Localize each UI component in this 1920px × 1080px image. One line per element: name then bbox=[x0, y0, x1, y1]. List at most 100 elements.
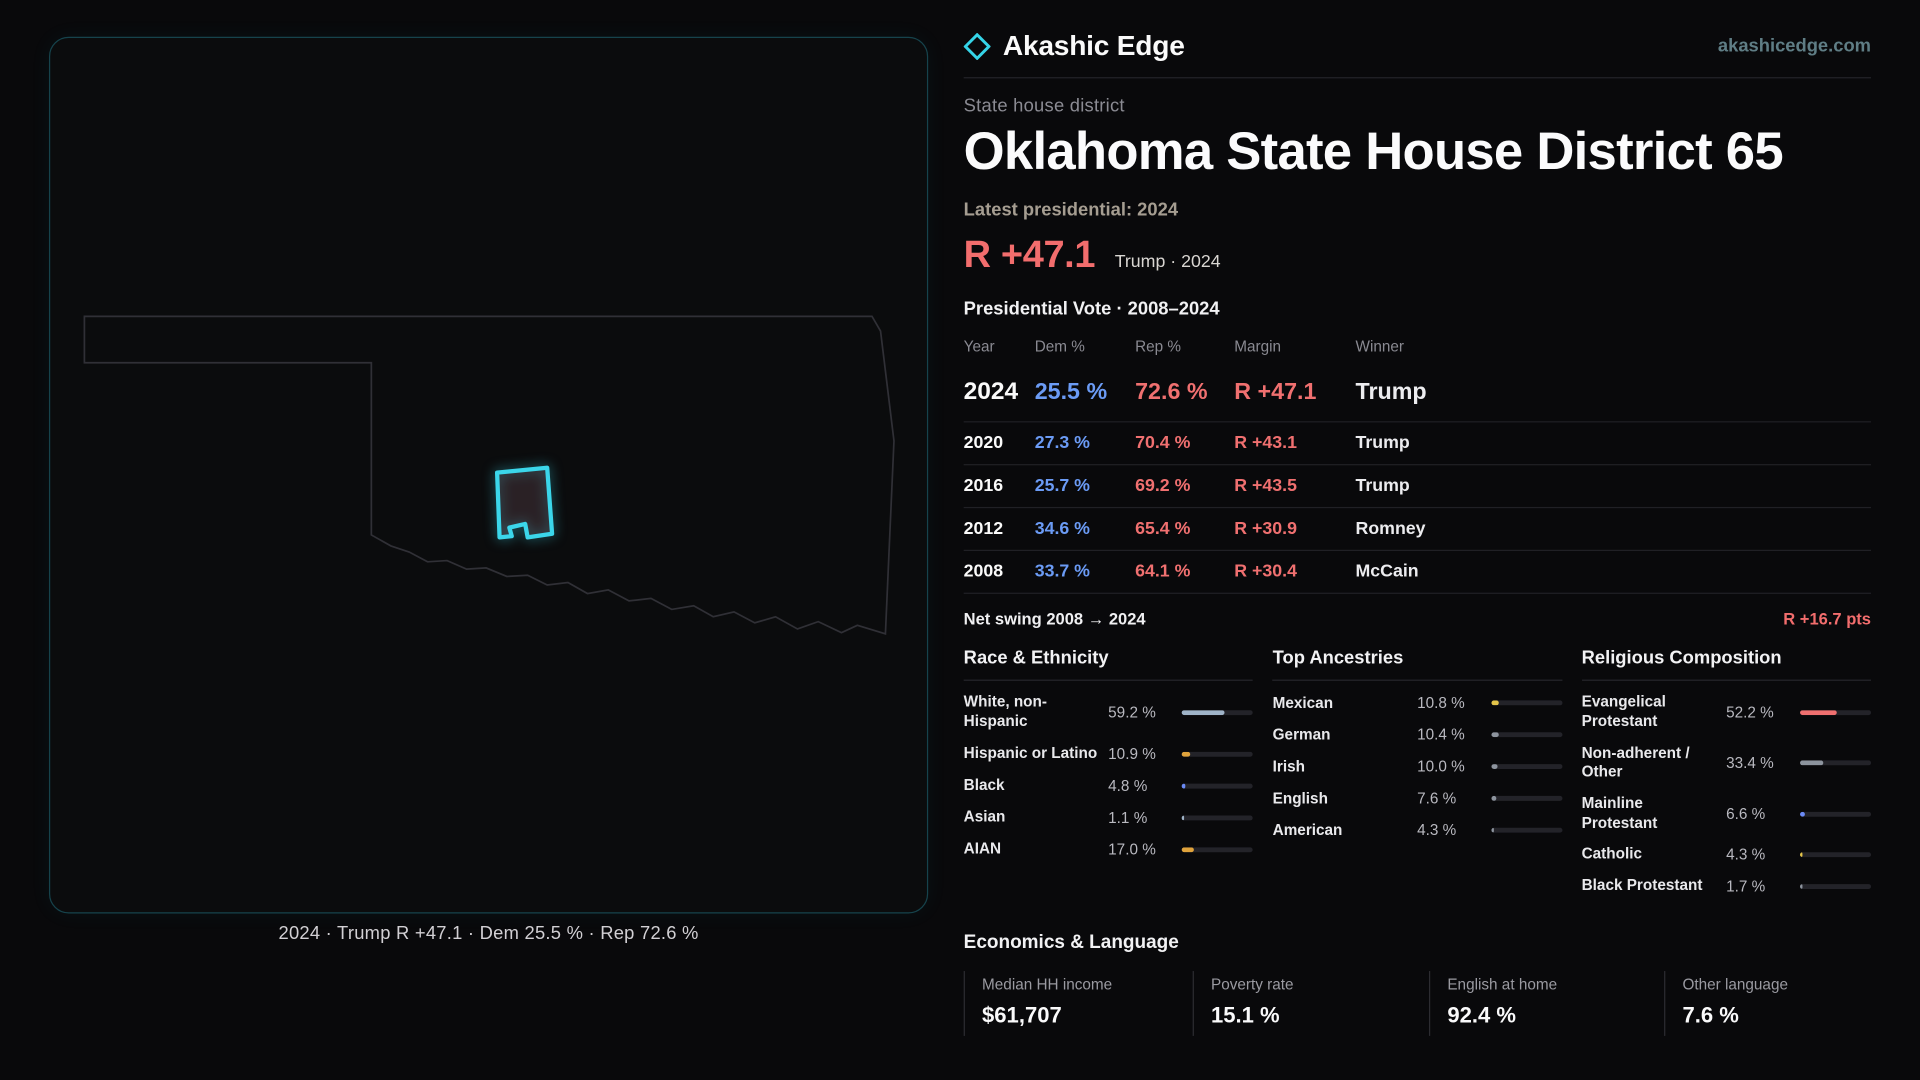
demo-label: Non-adherent / Other bbox=[1581, 744, 1690, 781]
demo-bar-fill bbox=[1182, 710, 1225, 716]
demo-label: Hispanic or Latino bbox=[963, 744, 1098, 762]
stat-value: 15.1 % bbox=[1211, 1003, 1280, 1028]
demo-bar bbox=[1799, 852, 1872, 858]
vote-table-header: Year Dem % Rep % Margin Winner bbox=[964, 330, 1871, 364]
stat-label: Other language bbox=[1682, 976, 1788, 994]
demo-bar-fill bbox=[1799, 710, 1838, 716]
demo-value: 10.9 % bbox=[1108, 745, 1156, 763]
cell-rep: 70.4 % bbox=[1135, 434, 1191, 454]
demo-bar bbox=[1182, 751, 1254, 757]
demo-value: 52.2 % bbox=[1726, 704, 1774, 722]
stat-median-income: Median HH income $61,707 bbox=[963, 971, 1193, 1037]
demo-bar bbox=[1491, 796, 1563, 802]
cell-margin: R +43.1 bbox=[1234, 434, 1297, 454]
net-swing-label: Net swing 2008 → 2024 bbox=[963, 610, 1146, 629]
brand-url-link[interactable]: akashicedge.com bbox=[1717, 35, 1872, 57]
cell-year: 2016 bbox=[963, 476, 1004, 497]
demo-label: Catholic bbox=[1581, 845, 1643, 863]
cell-dem: 33.7 % bbox=[1034, 562, 1090, 583]
district-type-kicker: State house district bbox=[963, 95, 1125, 117]
cell-winner: Trump bbox=[1355, 434, 1410, 454]
stat-label: Poverty rate bbox=[1211, 976, 1294, 994]
demo-item: Black Protestant 1.7 % bbox=[1581, 871, 1872, 903]
demo-value: 1.7 % bbox=[1726, 878, 1766, 896]
demo-item: Asian 1.1 % bbox=[964, 802, 1254, 834]
demo-bar-fill bbox=[1491, 796, 1497, 802]
stat-value: $61,707 bbox=[982, 1003, 1062, 1028]
demo-item: German 10.4 % bbox=[1272, 719, 1563, 751]
demo-value: 33.4 % bbox=[1726, 754, 1774, 772]
demo-value: 4.8 % bbox=[1108, 777, 1148, 795]
vote-table: Year Dem % Rep % Margin Winner 2024 25.5… bbox=[963, 330, 1872, 595]
cell-dem: 25.7 % bbox=[1034, 476, 1090, 497]
religion-column: Religious Composition Evangelical Protes… bbox=[1581, 648, 1872, 903]
demo-label: German bbox=[1272, 725, 1331, 743]
map-caption: 2024 · Trump R +47.1 · Dem 25.5 % · Rep … bbox=[278, 923, 699, 945]
demo-value: 17.0 % bbox=[1108, 840, 1156, 858]
demo-bar-fill bbox=[1491, 700, 1499, 706]
latest-presidential-label: Latest presidential: 2024 bbox=[963, 200, 1179, 221]
demo-item: Evangelical Protestant 52.2 % bbox=[1581, 687, 1872, 738]
cell-year: 2020 bbox=[963, 434, 1004, 454]
demo-bar bbox=[1799, 811, 1872, 817]
demo-label: Black Protestant bbox=[1581, 877, 1703, 895]
demo-bar bbox=[1182, 710, 1254, 716]
margin-value: R +47.1 bbox=[963, 233, 1096, 277]
cell-winner: McCain bbox=[1355, 562, 1419, 583]
demo-label: Mexican bbox=[1272, 693, 1334, 711]
stat-english-at-home: English at home 92.4 % bbox=[1428, 971, 1664, 1037]
cell-dem: 27.3 % bbox=[1034, 434, 1090, 454]
cell-year: 2012 bbox=[963, 519, 1004, 540]
col-margin: Margin bbox=[1234, 338, 1282, 356]
district-65-shape[interactable] bbox=[494, 465, 555, 540]
demo-bar-fill bbox=[1182, 751, 1190, 757]
demo-item: Black 4.8 % bbox=[963, 770, 1254, 802]
demo-item: English 7.6 % bbox=[1272, 783, 1563, 815]
demo-item: Catholic 4.3 % bbox=[1581, 839, 1872, 871]
stat-value: 7.6 % bbox=[1682, 1003, 1739, 1028]
demo-bar-fill bbox=[1799, 811, 1805, 817]
demo-value: 1.1 % bbox=[1108, 809, 1148, 827]
vote-row-2012: 2012 34.6 % 65.4 % R +30.9 Romney bbox=[963, 509, 1872, 552]
demo-label: Black bbox=[963, 776, 1005, 794]
stat-other-language: Other language 7.6 % bbox=[1664, 971, 1871, 1037]
demo-value: 59.2 % bbox=[1108, 704, 1156, 722]
demo-label: Mainline Protestant bbox=[1581, 794, 1658, 831]
economics-title: Economics & Language bbox=[963, 932, 1179, 953]
district-report: Akashic Edge akashicedge.com State house… bbox=[963, 29, 1872, 1080]
stat-label: English at home bbox=[1447, 976, 1558, 994]
religion-title: Religious Composition bbox=[1581, 648, 1872, 682]
cell-margin: R +43.5 bbox=[1234, 476, 1297, 497]
demo-value: 4.3 % bbox=[1726, 846, 1766, 864]
ancestries-column: Top Ancestries Mexican 10.8 % German 10.… bbox=[1272, 648, 1563, 846]
demo-label: English bbox=[1272, 789, 1328, 807]
brand-header: Akashic Edge akashicedge.com bbox=[963, 29, 1872, 62]
cell-rep: 64.1 % bbox=[1135, 562, 1191, 583]
col-winner: Winner bbox=[1355, 338, 1404, 356]
oklahoma-outline bbox=[83, 315, 895, 635]
demo-bar-fill bbox=[1491, 732, 1499, 738]
demo-bar bbox=[1491, 828, 1563, 834]
demo-label: Evangelical Protestant bbox=[1581, 693, 1666, 730]
demo-bar bbox=[1182, 815, 1254, 821]
stat-poverty-rate: Poverty rate 15.1 % bbox=[1192, 971, 1429, 1037]
vote-table-title: Presidential Vote · 2008–2024 bbox=[963, 299, 1220, 321]
demo-label: White, non-Hispanic bbox=[963, 693, 1047, 730]
ancestries-title: Top Ancestries bbox=[1272, 648, 1563, 682]
header-divider bbox=[963, 77, 1872, 79]
demo-item: Mexican 10.8 % bbox=[1272, 687, 1563, 719]
demo-value: 10.0 % bbox=[1417, 758, 1465, 776]
net-swing-row: Net swing 2008 → 2024 R +16.7 pts bbox=[964, 610, 1871, 628]
demo-bar bbox=[1491, 732, 1563, 738]
demo-item: Hispanic or Latino 10.9 % bbox=[963, 738, 1254, 770]
cell-margin: R +30.4 bbox=[1234, 562, 1297, 583]
demo-item: Non-adherent / Other 33.4 % bbox=[1581, 738, 1872, 789]
col-year: Year bbox=[963, 338, 995, 356]
demo-label: Irish bbox=[1272, 757, 1305, 775]
demo-value: 6.6 % bbox=[1726, 805, 1766, 823]
demo-bar bbox=[1799, 884, 1872, 890]
economics-stats: Median HH income $61,707 Poverty rate 15… bbox=[963, 971, 1871, 1037]
demo-bar bbox=[1799, 710, 1872, 716]
brand-diamond-icon bbox=[963, 32, 991, 60]
demo-bar-fill bbox=[1182, 815, 1185, 821]
